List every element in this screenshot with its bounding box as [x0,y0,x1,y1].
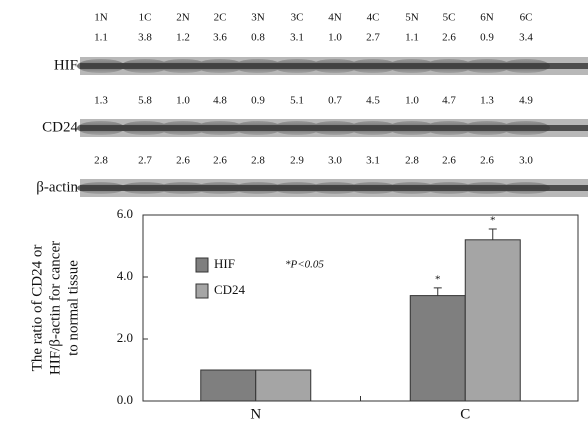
error-bar [489,229,497,240]
lane-label: 6N [480,12,494,24]
band-value: 3.0 [328,155,342,167]
band-value: 4.5 [366,95,380,107]
error-bar [434,288,442,296]
lane-label: 5N [405,12,419,24]
band-value: 5.8 [138,95,152,107]
band-value: 2.8 [405,155,419,167]
band-value: 4.9 [519,95,533,107]
figure: 1N 1C 2N 2C 3N 3C 4N 4C 5N 5C 6N 6C 1.1 3.8 1.2 3.6 0.8 3… [0,0,588,423]
blot: 1N 1C 2N 2C 3N 3C 4N 4C 5N 5C 6N 6C 1.1 3.8 1.2 3.6 0.8 3… [36,12,588,197]
y-tick-label: 4.0 [117,268,133,283]
band-value: 0.9 [480,32,494,44]
band-value: 1.0 [176,95,190,107]
y-tick-label: 6.0 [117,206,133,221]
band-value: 3.0 [519,155,533,167]
band-value: 2.6 [442,155,456,167]
lane-label: 6C [520,12,533,24]
row-label: CD24 [42,119,78,135]
lane-label: 2N [176,12,190,24]
band-value: 1.1 [94,32,108,44]
bar [201,370,256,401]
band-value: 2.6 [480,155,494,167]
lane-label: 3N [251,12,265,24]
significance: * [490,214,496,226]
bar [410,296,465,401]
band-value: 1.0 [328,32,342,44]
note: *P<0.05 [285,259,324,271]
band-value: 3.4 [519,32,533,44]
lane-label: 2C [214,12,227,24]
legend-label: CD24 [214,282,246,297]
band-value: 2.8 [94,155,108,167]
lane-label: 1C [139,12,152,24]
band-value: 1.0 [405,95,419,107]
band-value: 2.6 [442,32,456,44]
band-value: 1.3 [480,95,494,107]
band-value: 4.8 [213,95,227,107]
band-value: 0.8 [251,32,265,44]
band-value: 3.1 [290,32,304,44]
bar [256,370,311,401]
band-value: 1.2 [176,32,190,44]
band-value: 3.6 [213,32,227,44]
band-value: 0.9 [251,95,265,107]
lane-label: 5C [443,12,456,24]
y-axis-label: HIF/β-actin for cancer [47,241,63,375]
significance: * [435,273,441,285]
row-label: β-actin [36,179,78,195]
band-value: 4.7 [442,95,456,107]
x-tick-label: N [250,406,261,422]
y-axis-label: to normal tissue [65,260,81,356]
lane-label: 4C [367,12,380,24]
band-value: 3.1 [366,155,380,167]
band-value: 5.1 [290,95,304,107]
page: 1N 1C 2N 2C 3N 3C 4N 4C 5N 5C 6N 6C 1.1 3.8 1.2 3.6 0.8 3… [0,0,588,423]
band-value: 0.7 [328,95,342,107]
x-tick-label: C [460,406,470,422]
bar [465,240,520,401]
lane-label: 3C [291,12,304,24]
band-value: 2.6 [213,155,227,167]
band-value: 2.6 [176,155,190,167]
band-core [80,185,588,191]
band-value: 1.1 [405,32,419,44]
band-value: 3.8 [138,32,152,44]
band-core [80,63,588,69]
legend-swatch [196,284,208,298]
y-tick-label: 2.0 [117,330,133,345]
band-value: 1.3 [94,95,108,107]
y-tick-label: 0.0 [117,392,133,407]
y-axis-label: The ratio of CD24 or [29,245,45,372]
band-value: 2.9 [290,155,304,167]
band-core [80,125,588,131]
row-label: HIF [54,57,78,73]
lane-label: 4N [328,12,342,24]
band-value: 2.8 [251,155,265,167]
legend-swatch [196,258,208,272]
legend-label: HIF [214,256,235,271]
band-value: 2.7 [366,32,380,44]
lane-label: 1N [94,12,108,24]
band-value: 2.7 [138,155,152,167]
